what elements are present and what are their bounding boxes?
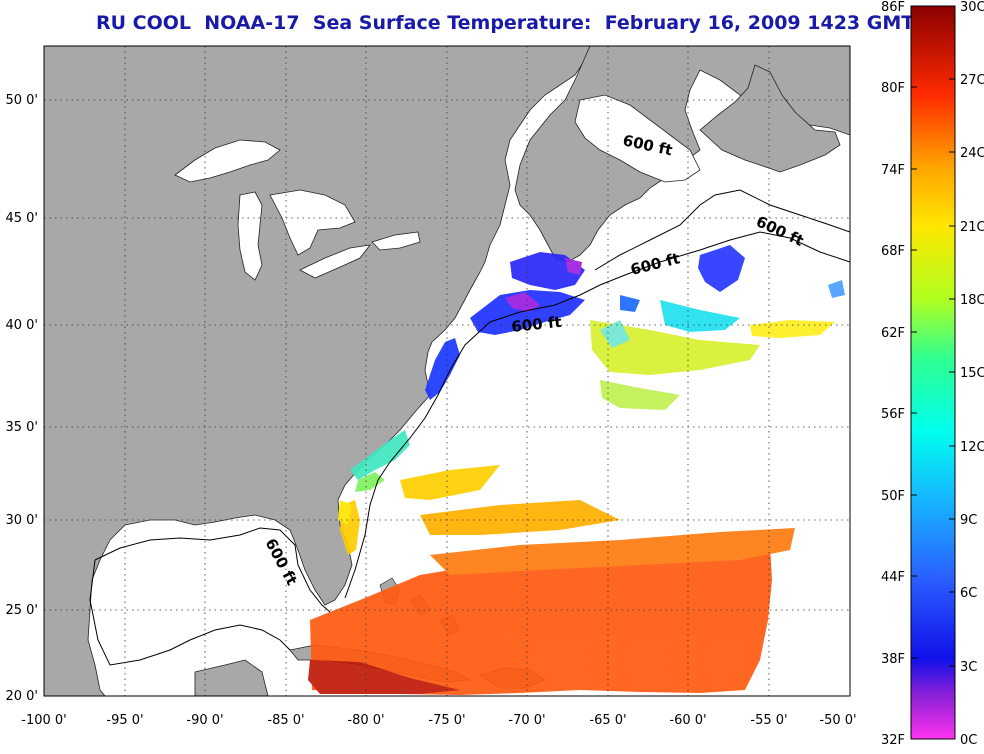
colorbar-f-label: 50F [881,489,905,504]
colorbar-c-label: 0C [960,733,977,748]
colorbar-f-label: 32F [881,733,905,748]
lon-tick-label: -75 0' [428,713,465,728]
lon-tick-label: -80 0' [347,713,384,728]
map-title: RU COOL NOAA-17 Sea Surface Temperature:… [96,12,915,34]
sst-data-patches [308,245,845,695]
gulf-contour [89,559,291,666]
colorbar-f-label: 38F [881,652,905,667]
lon-tick-label: -65 0' [589,713,626,728]
map-frame [43,45,851,697]
lon-tick-label: -85 0' [267,713,304,728]
colorbar-f-label: 86F [881,0,905,15]
lat-tick-label: 50 0' [5,93,38,108]
lake-huron [269,189,356,256]
lake-superior [174,139,281,183]
colorbar: 86F 80F 74F 68F 62F 56F 50F 44F 38F 32F … [881,0,984,748]
gulf-st-lawrence [574,94,701,183]
colorbar-c-label: 21C [960,220,984,235]
newfoundland-land [699,64,841,173]
grid-lines [44,46,850,696]
lat-tick-label: 30 0' [5,513,38,528]
lake-ontario [371,231,421,251]
lat-tick-label: 25 0' [5,603,38,618]
lon-tick-labels: -100 0' -95 0' -90 0' -85 0' -80 0' -75 … [21,713,856,728]
colorbar-f-label: 80F [881,81,905,96]
lon-tick-label: -90 0' [186,713,223,728]
colorbar-c-label: 15C [960,366,984,381]
lake-erie [299,244,371,279]
colorbar-f-label: 56F [881,407,905,422]
lon-tick-label: -100 0' [21,713,66,728]
lon-tick-label: -70 0' [508,713,545,728]
colorbar-c-label: 6C [960,586,977,601]
lat-tick-label: 45 0' [5,211,38,226]
lon-tick-label: -60 0' [669,713,706,728]
colorbar-gradient [910,5,956,740]
colorbar-c-label: 30C [960,0,984,15]
colorbar-c-label: 27C [960,73,984,88]
colorbar-c-label: 24C [960,146,984,161]
lat-tick-label: 35 0' [5,420,38,435]
lon-tick-label: -50 0' [819,713,856,728]
north-america-land [44,46,591,696]
colorbar-c-label: 3C [960,660,977,675]
colorbar-f-label: 74F [881,163,905,178]
lat-tick-label: 40 0' [5,318,38,333]
lat-tick-labels: 20 0' 25 0' 30 0' 35 0' 40 0' 45 0' 50 0… [5,93,38,704]
colorbar-f-label: 62F [881,326,905,341]
colorbar-c-label: 9C [960,513,977,528]
lake-michigan [237,191,263,281]
lon-tick-label: -95 0' [106,713,143,728]
colorbar-c-label: 18C [960,293,984,308]
colorbar-f-label: 44F [881,570,905,585]
colorbar-celsius-ticks [949,5,955,740]
colorbar-f-label: 68F [881,244,905,259]
colorbar-c-label: 12C [960,440,984,455]
lat-tick-label: 20 0' [5,689,38,704]
contour-label: 600 ft [511,313,563,336]
colorbar-fahrenheit-ticks [911,5,917,740]
lon-tick-label: -55 0' [750,713,787,728]
yucatan-land [194,659,269,696]
